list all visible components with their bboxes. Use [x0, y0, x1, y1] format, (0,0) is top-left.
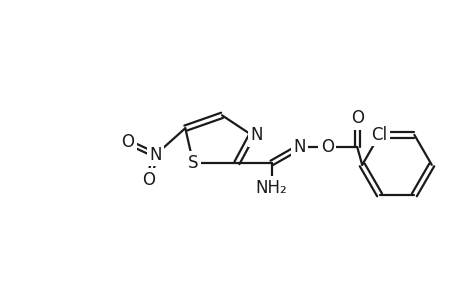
- Text: N: N: [250, 126, 263, 144]
- Text: NH₂: NH₂: [255, 178, 287, 196]
- Text: N: N: [293, 138, 305, 156]
- Text: Cl: Cl: [371, 126, 387, 144]
- Text: O: O: [142, 171, 155, 189]
- Text: N: N: [149, 146, 162, 164]
- Text: O: O: [121, 133, 134, 151]
- Text: O: O: [350, 109, 363, 127]
- Text: S: S: [188, 154, 198, 172]
- Text: O: O: [320, 138, 333, 156]
